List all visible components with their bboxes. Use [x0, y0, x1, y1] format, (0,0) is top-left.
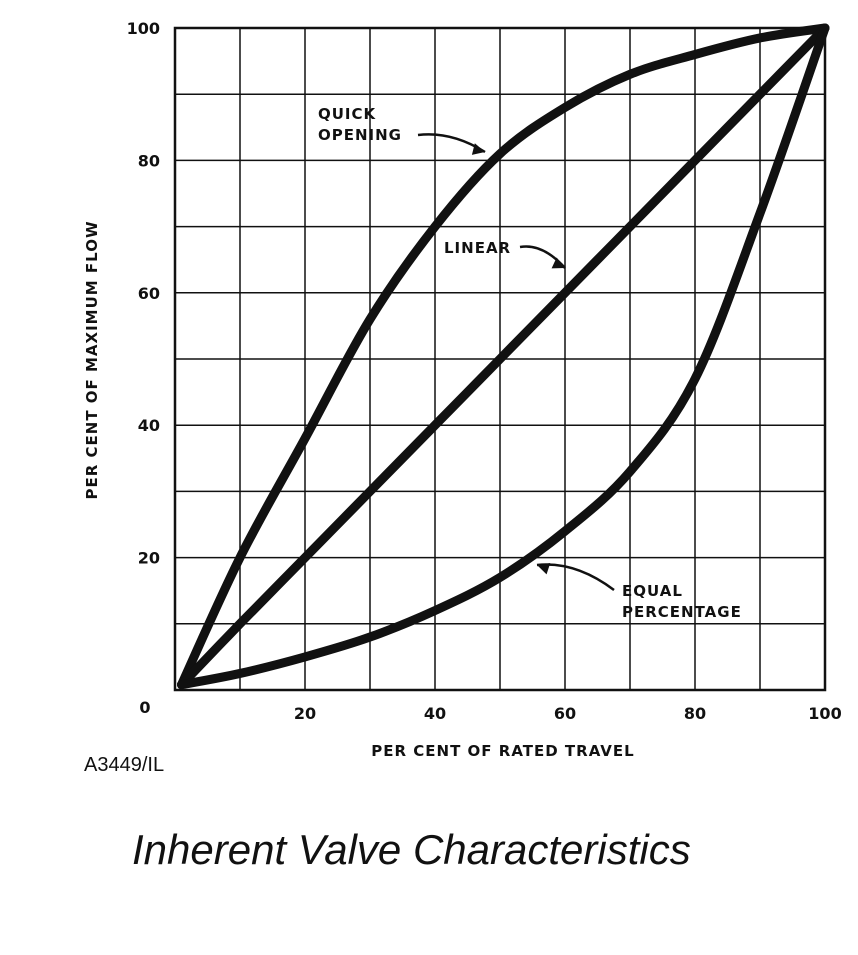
- chart-title: Inherent Valve Characteristics: [132, 826, 691, 873]
- annotation-label: EQUAL: [622, 582, 683, 600]
- x-tick-label: 0: [139, 698, 150, 717]
- annotation-label: QUICK: [318, 105, 377, 123]
- annotation-label: LINEAR: [444, 239, 511, 257]
- y-tick-label: 60: [138, 284, 160, 303]
- figure-code: A3449/IL: [84, 754, 165, 776]
- y-tick-label: 20: [138, 549, 160, 568]
- x-tick-label: 20: [294, 704, 316, 723]
- series-line-equal-percentage: [177, 23, 830, 690]
- x-tick-label: 80: [684, 704, 706, 723]
- y-tick-label: 80: [138, 151, 160, 170]
- x-tick-label: 40: [424, 704, 446, 723]
- annotation-arrow: [536, 563, 615, 591]
- arrowhead-icon: [471, 143, 485, 155]
- y-tick-label: 100: [127, 19, 160, 38]
- series-line-quick-opening: [177, 23, 830, 690]
- series-line-linear: [177, 23, 830, 690]
- plot-frame: [173, 26, 827, 692]
- x-tick-label: 60: [554, 704, 576, 723]
- arrowhead-icon: [537, 562, 551, 575]
- x-tick-label: 100: [808, 704, 841, 723]
- arrowhead-icon: [551, 257, 565, 269]
- y-tick-label: 40: [138, 416, 160, 435]
- y-axis-label: PER CENT OF MAXIMUM FLOW: [83, 221, 101, 500]
- annotation-label: OPENING: [318, 126, 402, 144]
- annotation-label: PERCENTAGE: [622, 603, 742, 621]
- x-axis-label: PER CENT OF RATED TRAVEL: [371, 742, 634, 760]
